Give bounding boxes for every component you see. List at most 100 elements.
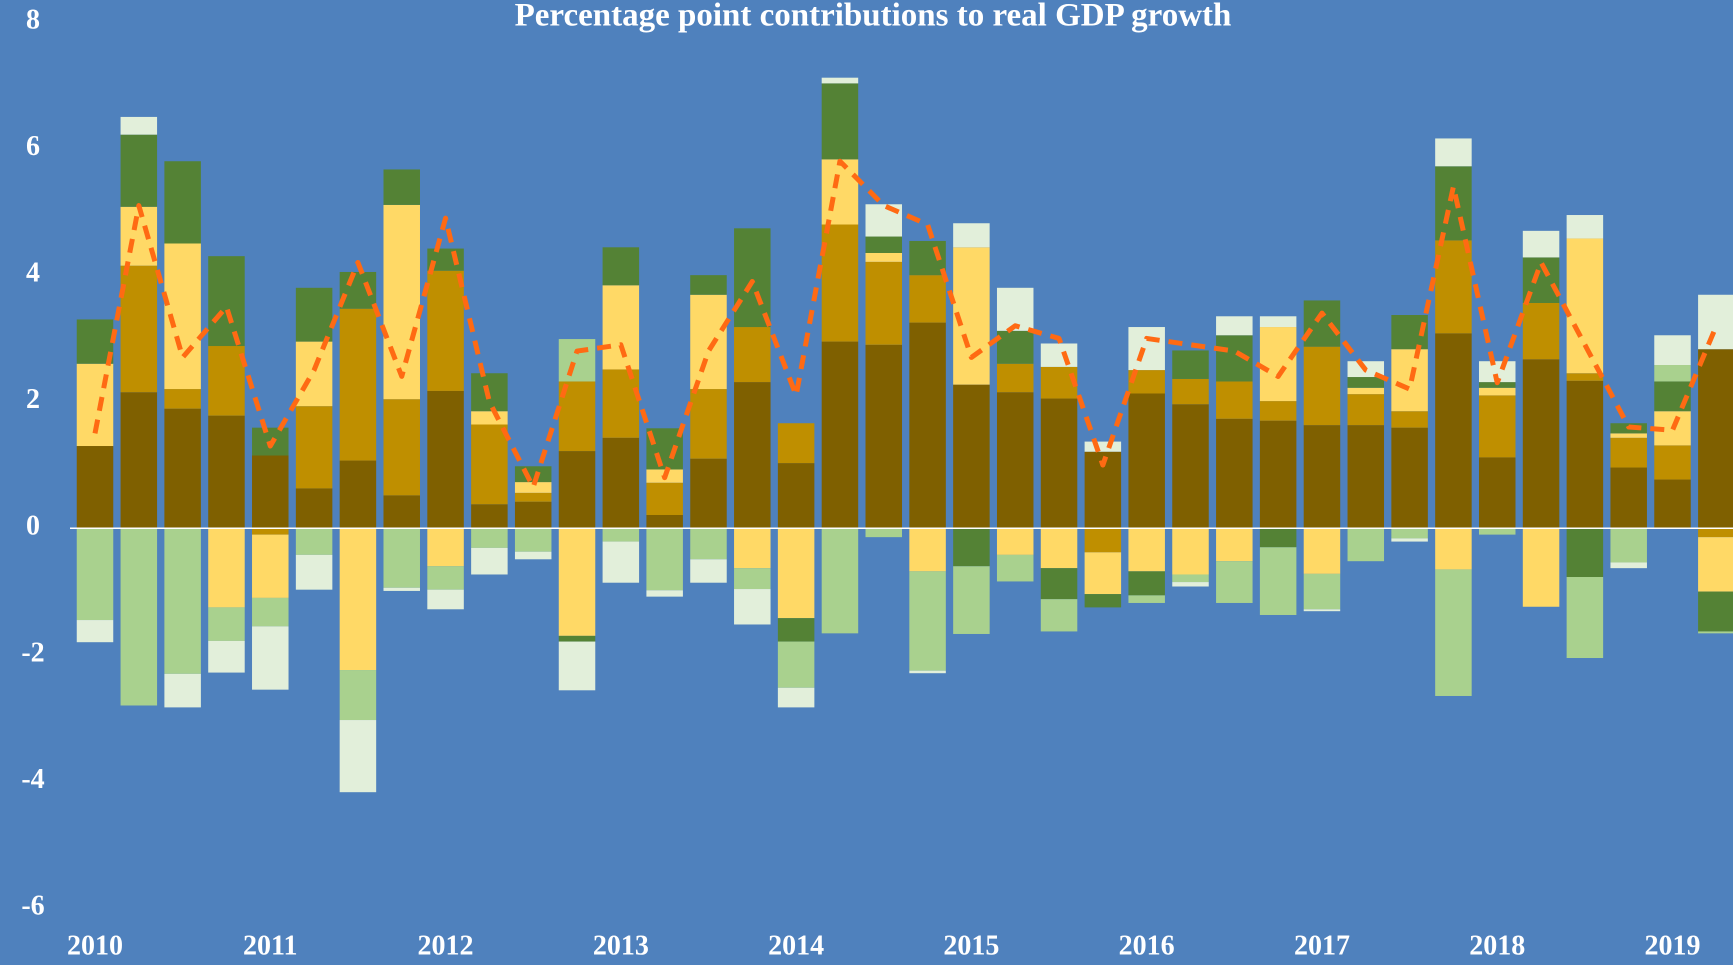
bar-segment <box>953 384 990 529</box>
bar-segment <box>1435 333 1472 529</box>
bar-segment <box>76 620 114 643</box>
bar-segment <box>339 308 377 461</box>
bar-segment <box>777 463 815 529</box>
bar-segment <box>558 635 596 642</box>
bar-segment <box>252 626 289 690</box>
bar-segment <box>602 369 640 438</box>
bar-segment <box>1084 528 1122 553</box>
bar-segment <box>1128 528 1165 572</box>
bar-segment <box>1040 366 1078 399</box>
bar-segment <box>646 514 683 529</box>
bar-segment <box>1610 467 1647 529</box>
bar-segment <box>1478 528 1516 535</box>
bar-segment <box>1391 538 1428 542</box>
bar-segment <box>1303 573 1341 610</box>
bar-segment <box>1610 562 1647 569</box>
bar-segment <box>1128 571 1165 596</box>
bar-segment <box>1172 378 1209 405</box>
bar-segment <box>1478 457 1516 529</box>
bar-segment <box>1259 316 1297 328</box>
bar-segment <box>821 83 859 160</box>
bar-segment <box>1128 595 1165 603</box>
bar-segment <box>120 265 158 393</box>
bar-segment <box>1216 528 1253 562</box>
bar-segment <box>1347 394 1385 426</box>
bar-segment <box>777 528 815 619</box>
bar-segment <box>164 408 201 529</box>
bar-segment <box>514 492 552 502</box>
x-tick-label: 2012 <box>418 930 474 961</box>
bar-segment <box>777 641 815 688</box>
bar-segment <box>1478 387 1516 396</box>
bar-segment <box>690 458 727 529</box>
bar-segment <box>295 406 333 489</box>
bar-segment <box>1566 373 1604 381</box>
x-tick-label: 2010 <box>67 930 123 961</box>
bar-segment <box>427 390 464 529</box>
bar-segment <box>1040 568 1078 600</box>
bar-segment <box>1522 302 1560 360</box>
bar-segment <box>602 528 640 542</box>
bar-segment <box>339 528 377 671</box>
bar-segment <box>514 528 552 552</box>
x-tick-label: 2011 <box>243 930 297 961</box>
bar-segment <box>558 339 596 382</box>
bar-segment <box>865 528 903 538</box>
bar-segment <box>208 528 245 608</box>
bar-segment <box>690 275 727 295</box>
bar-segment <box>1610 433 1647 438</box>
bar-segment <box>690 294 727 390</box>
bar-segment <box>1259 401 1297 421</box>
bar-segment <box>734 228 771 328</box>
bar-segment <box>120 392 158 529</box>
bar-segment <box>514 551 552 560</box>
x-tick-label: 2018 <box>1469 930 1525 961</box>
y-tick-label: 4 <box>26 258 40 289</box>
bar-segment <box>909 275 946 323</box>
bar-segment <box>295 554 333 590</box>
bar-segment <box>1347 528 1385 562</box>
bar-segment <box>76 446 114 529</box>
bar-segment <box>252 534 289 598</box>
bar-segment <box>1435 138 1472 167</box>
bar-segment <box>1084 552 1122 595</box>
bar-segment <box>383 495 420 529</box>
bar-segment <box>208 607 245 641</box>
bar-segment <box>909 322 946 529</box>
bar-segment <box>514 482 552 493</box>
bar-segment <box>164 389 201 409</box>
bar-segment <box>1698 349 1733 529</box>
bar-segment <box>295 528 333 555</box>
bar-segment <box>1040 599 1078 632</box>
bar-segment <box>865 344 903 529</box>
bar-segment <box>1391 427 1428 529</box>
bar-segment <box>1040 398 1078 529</box>
bar-segment <box>208 346 245 416</box>
bar-segment <box>1040 528 1078 569</box>
bar-segment <box>1259 420 1297 529</box>
bar-segment <box>865 236 903 253</box>
bar-segment <box>1610 437 1647 468</box>
bars <box>70 77 1733 793</box>
bar-segment <box>1216 316 1253 336</box>
bar-segment <box>1698 537 1733 592</box>
bar-segment <box>252 597 289 627</box>
bar-segment <box>1259 547 1297 615</box>
bar-segment <box>252 528 289 535</box>
bar-segment <box>1259 327 1297 402</box>
bar-segment <box>471 424 508 505</box>
bar-segment <box>1654 365 1691 382</box>
bar-segment <box>1435 240 1472 334</box>
bar-segment <box>1216 381 1253 419</box>
bar-segment <box>427 589 464 610</box>
bar-segment <box>120 116 158 135</box>
bar-segment <box>821 528 859 634</box>
bar-segment <box>734 382 771 529</box>
bar-segment <box>953 566 990 634</box>
bar-segment <box>558 641 596 691</box>
bar-segment <box>953 223 990 248</box>
bar-segment <box>909 571 946 671</box>
bar-segment <box>777 618 815 642</box>
bar-segment <box>1654 445 1691 480</box>
